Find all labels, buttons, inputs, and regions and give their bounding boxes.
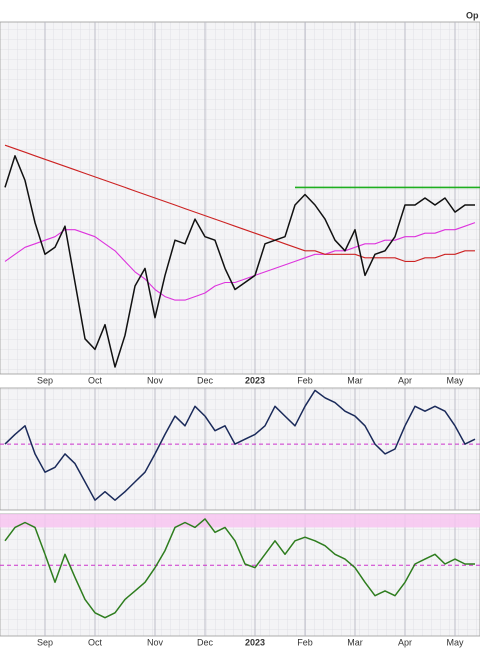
- series-line: [4, 389, 476, 501]
- panel-background: [0, 387, 480, 511]
- series-line: [4, 155, 475, 368]
- x-tick-label: Mar: [347, 375, 363, 385]
- series-line: [4, 144, 475, 262]
- x-tick-label: Nov: [147, 637, 164, 647]
- x-tick-label: 2023: [245, 375, 265, 385]
- panel-background: [0, 21, 480, 375]
- panel-background: [0, 513, 480, 637]
- x-tick-label: Mar: [347, 637, 363, 647]
- zone-band: [0, 514, 480, 528]
- x-tick-label: 2023: [245, 637, 265, 647]
- x-tick-label: Feb: [297, 375, 313, 385]
- x-tick-label: Oct: [88, 637, 103, 647]
- x-tick-label: Apr: [398, 637, 412, 647]
- x-tick-label: May: [446, 637, 464, 647]
- legend-text: Op: [466, 10, 479, 20]
- series-line: [4, 222, 476, 301]
- x-tick-label: Oct: [88, 375, 103, 385]
- x-tick-label: Dec: [197, 375, 214, 385]
- x-tick-label: Dec: [197, 637, 214, 647]
- x-tick-label: Nov: [147, 375, 164, 385]
- x-tick-label: May: [446, 375, 464, 385]
- x-tick-label: Sep: [37, 375, 53, 385]
- series-line: [4, 518, 475, 619]
- x-tick-label: Sep: [37, 637, 53, 647]
- x-tick-label: Apr: [398, 375, 412, 385]
- x-tick-label: Feb: [297, 637, 313, 647]
